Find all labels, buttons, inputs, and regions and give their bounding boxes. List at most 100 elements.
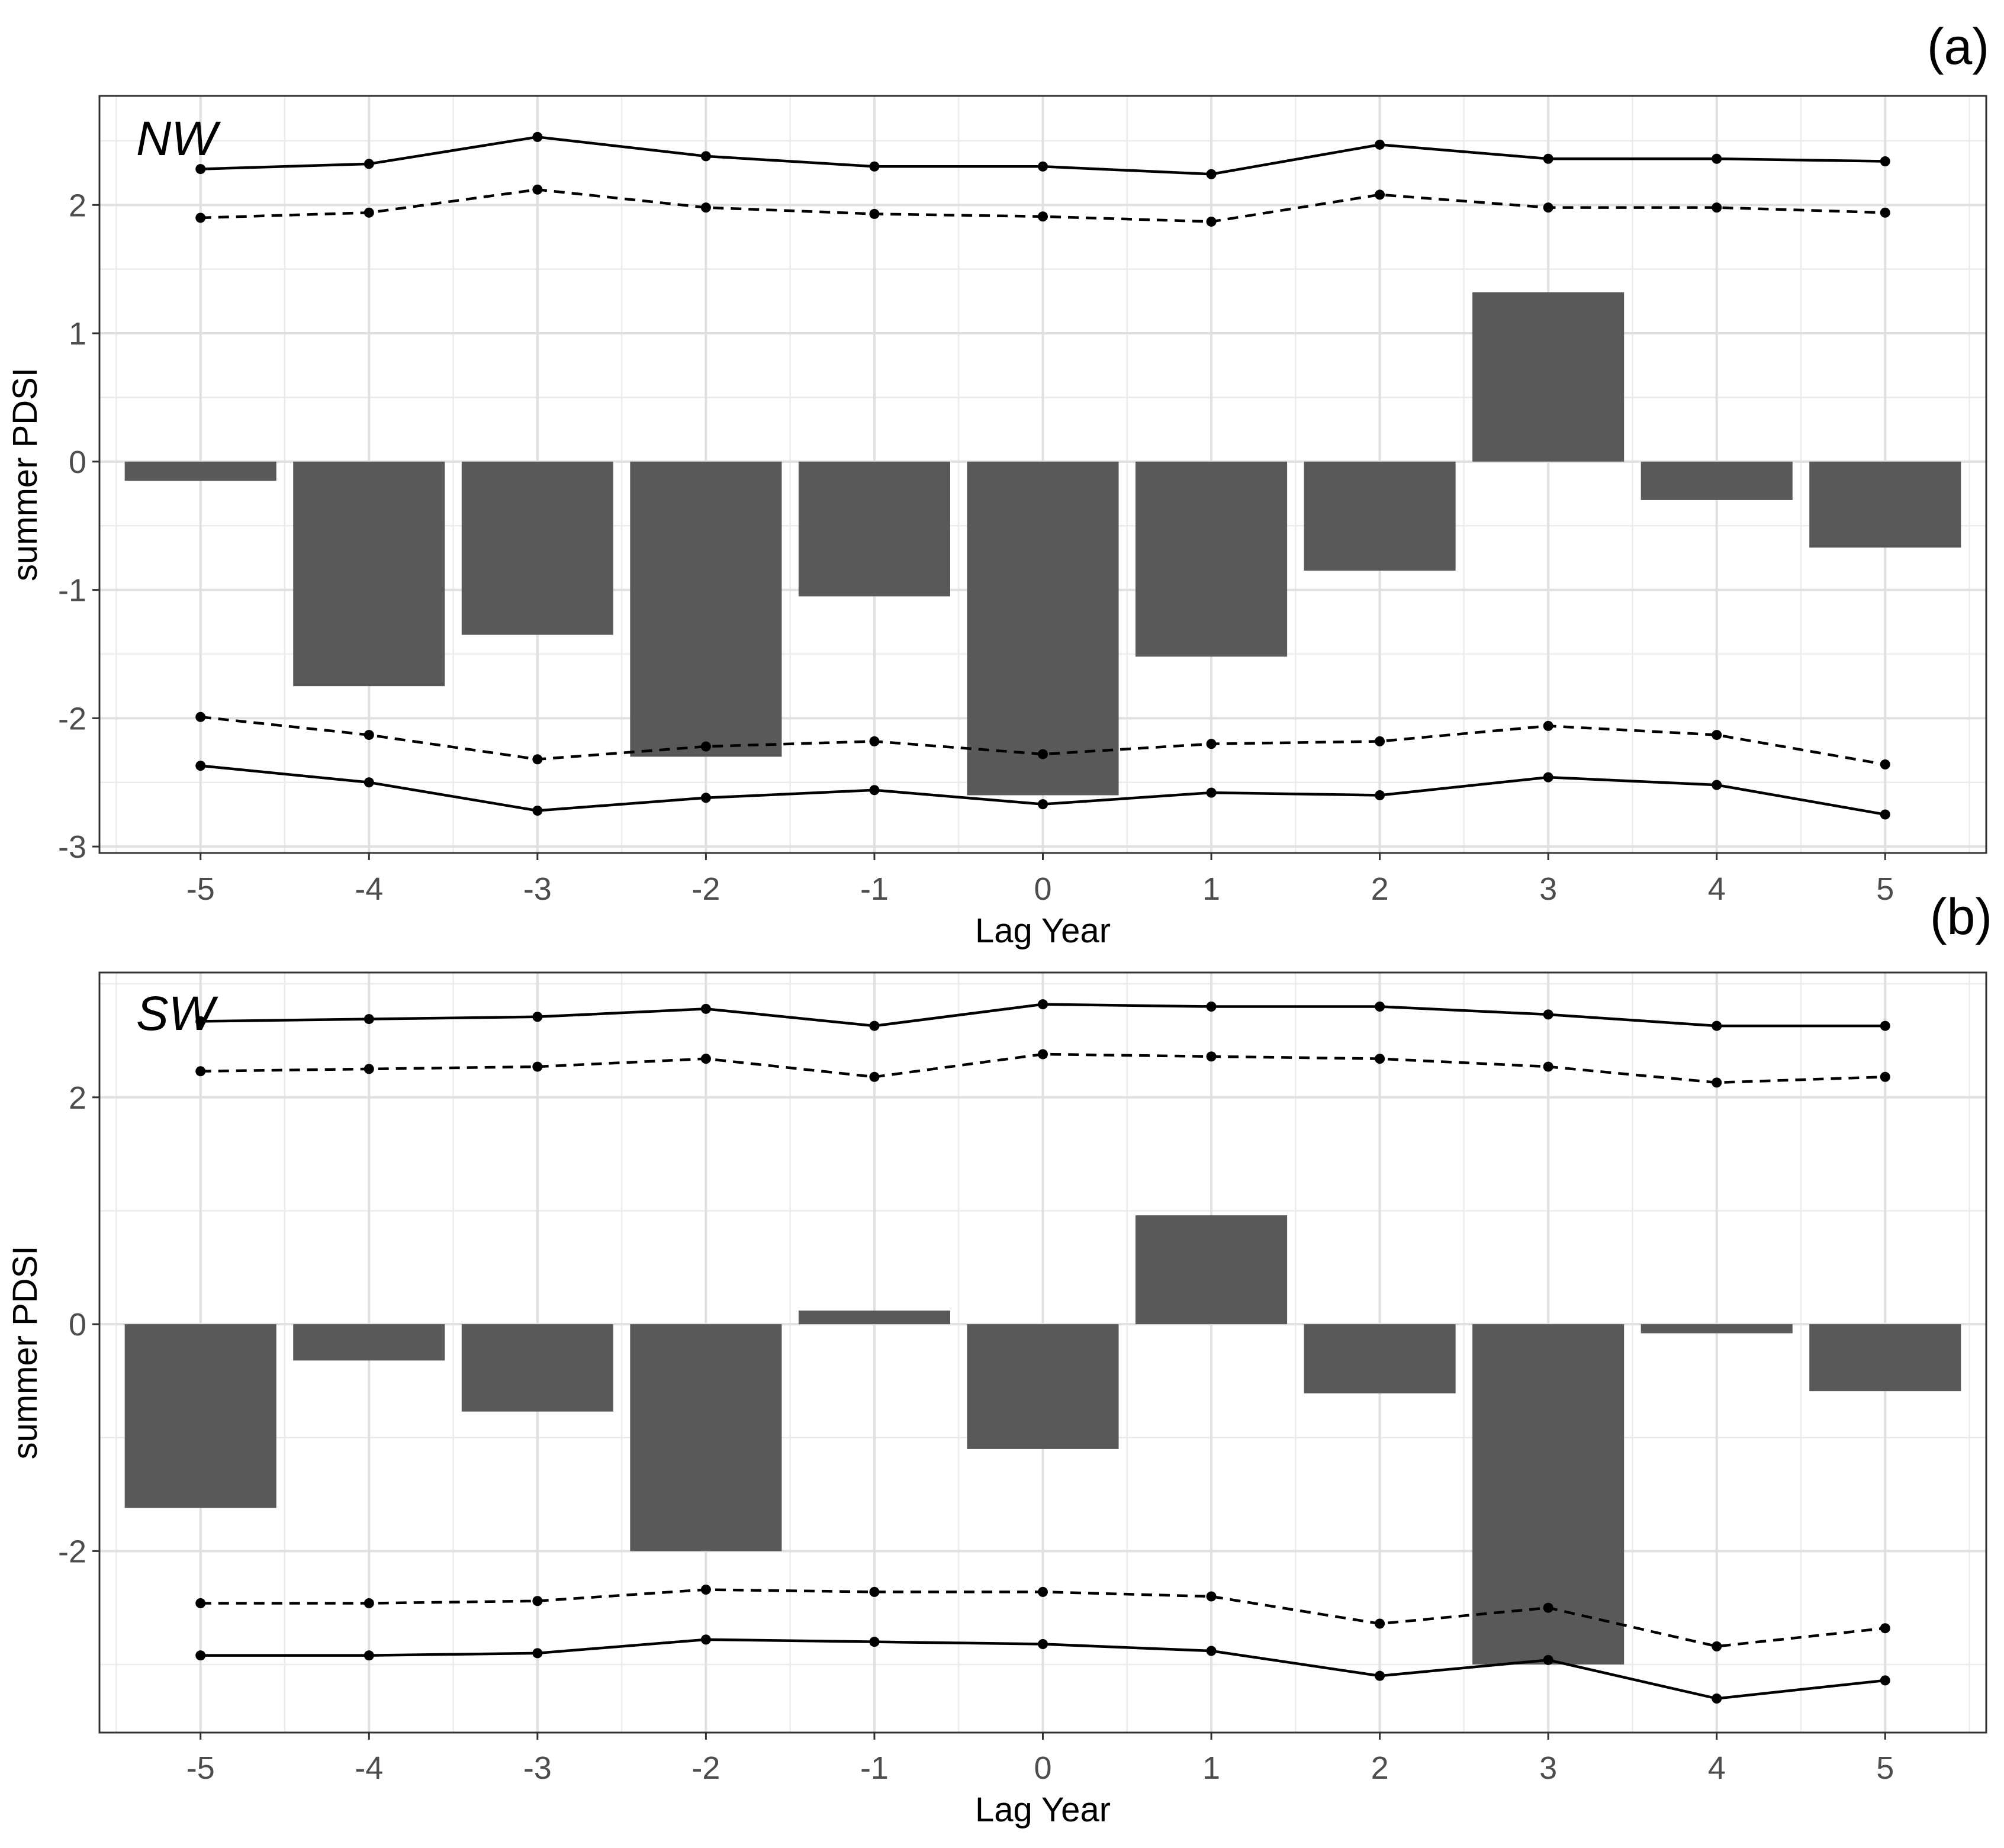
series-point-upper-solid [700,1003,711,1014]
series-point-lower-solid [1880,1675,1890,1686]
x-tick-label: 4 [1708,871,1726,907]
series-point-lower-dashed [1543,720,1553,731]
chart-panel-sw: -2 0 2 -5 -4 -3 -2 -1 0 1 2 3 4 5 Lag Year summer PDSI S… [6,888,1992,1829]
series-point-upper-solid [1375,1001,1385,1012]
series-point-lower-solid [532,805,543,816]
series-point-upper-dashed [869,208,880,219]
series-point-lower-dashed [1880,1623,1890,1634]
series-point-lower-solid [700,1634,711,1645]
bar-lag-0 [967,461,1119,796]
series-point-upper-solid [364,1014,374,1025]
panel-tag: (b) [1930,888,1992,945]
series-point-lower-solid [1543,1654,1553,1665]
series-point-lower-solid [1206,1646,1217,1656]
series-point-lower-solid [1375,790,1385,800]
series-point-upper-dashed [1880,207,1890,218]
x-tick-label: 1 [1202,871,1220,907]
series-point-upper-dashed [700,202,711,213]
series-point-upper-dashed [532,184,543,195]
bar-lag-5 [1809,461,1961,548]
series-point-upper-solid [1880,1020,1890,1031]
bar-lag--4 [293,461,445,687]
series-point-upper-solid [1375,139,1385,150]
bar-lag-2 [1304,1324,1456,1393]
x-tick-label: -5 [186,1750,215,1786]
x-axis-title: Lag Year [975,1791,1111,1829]
series-point-lower-solid [700,793,711,803]
series-point-lower-dashed [1712,730,1722,741]
series-point-upper-dashed [1543,202,1553,213]
y-tick-label: -3 [58,829,86,865]
series-point-upper-dashed [1375,189,1385,200]
series-point-lower-solid [1712,780,1722,790]
y-tick-label: 2 [69,1080,86,1116]
series-point-upper-dashed [700,1054,711,1064]
bar-lag-4 [1640,461,1793,500]
x-tick-label: 2 [1371,1750,1389,1786]
y-tick-label: 2 [69,188,86,223]
y-tick-label: -2 [58,701,86,736]
bar-lag-5 [1809,1324,1961,1392]
series-point-lower-solid [1712,1694,1722,1704]
series-point-upper-solid [700,151,711,162]
series-point-lower-dashed [700,741,711,752]
panel-tag: (a) [1927,18,1989,75]
bar-lag-0 [967,1324,1119,1449]
bar-lag-1 [1136,1215,1288,1325]
series-line-lower-dashed [200,715,1886,766]
x-tick-label: 0 [1034,871,1051,907]
series-point-lower-dashed [1712,1641,1722,1651]
series-point-lower-dashed [195,711,206,722]
series-point-upper-dashed [1375,1054,1385,1064]
y-axis-title: summer PDSI [6,1246,44,1460]
series-point-upper-dashed [1880,1071,1890,1082]
series-point-lower-dashed [869,736,880,746]
region-label: SW [136,987,218,1041]
series-point-upper-solid [869,1020,880,1031]
x-tick-label: -5 [186,871,215,907]
bar-lag-2 [1304,461,1456,571]
series-point-lower-solid [364,777,374,788]
series-point-upper-dashed [195,1066,206,1077]
series-point-lower-solid [1543,772,1553,783]
series-point-upper-solid [532,1012,543,1022]
bar-lag--2 [630,1324,782,1551]
bar-lag--1 [798,1311,950,1325]
bar-lag--4 [293,1324,445,1361]
series-point-lower-solid [1206,787,1217,798]
series-point-lower-solid [195,761,206,771]
series-point-upper-solid [1543,1009,1553,1020]
series-point-lower-dashed [195,1598,206,1609]
series-point-upper-solid [1206,1001,1217,1012]
series-point-lower-dashed [532,1596,543,1606]
series-point-upper-solid [869,161,880,172]
x-axis-title: Lag Year [975,912,1111,950]
x-tick-label: -4 [355,1750,383,1786]
series-point-lower-dashed [1206,1591,1217,1602]
bar-lag--1 [798,461,950,597]
x-tick-label: -2 [691,871,720,907]
x-tick-label: 3 [1539,871,1557,907]
series-point-upper-solid [195,164,206,175]
x-tick-label: -3 [523,871,552,907]
series-point-upper-solid [1038,999,1048,1010]
series-point-upper-dashed [1712,1077,1722,1088]
series-point-upper-dashed [195,213,206,223]
series-point-upper-solid [1712,153,1722,164]
bar-lag-1 [1136,461,1288,657]
series-point-lower-solid [1038,799,1048,810]
y-tick-label: -2 [58,1534,86,1569]
x-tick-label: -2 [691,1750,720,1786]
series-point-lower-solid [195,1650,206,1661]
bar-lag--5 [124,1324,276,1508]
series-point-lower-dashed [532,754,543,765]
x-tick-label: -1 [860,1750,889,1786]
x-tick-label: -3 [523,1750,552,1786]
bar-lag-4 [1640,1324,1793,1334]
series-point-lower-dashed [1543,1602,1553,1613]
x-tick-label: 1 [1202,1750,1220,1786]
x-tick-label: 5 [1876,871,1894,907]
series-point-lower-solid [1880,809,1890,820]
bar-lag--3 [461,461,613,635]
series-point-lower-solid [869,785,880,796]
